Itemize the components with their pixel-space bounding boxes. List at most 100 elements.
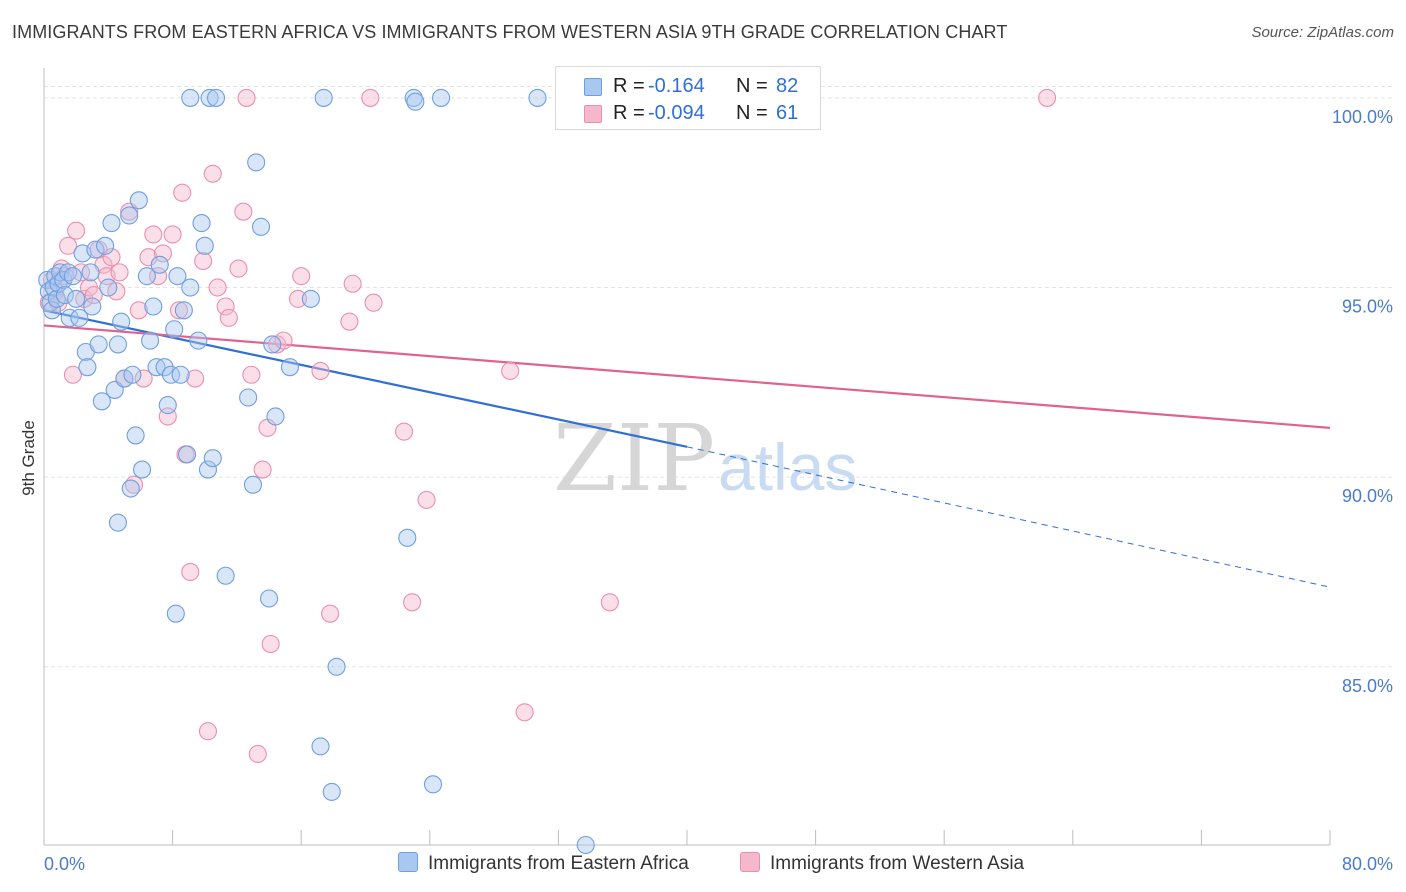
point-eastern-africa	[86, 240, 105, 259]
point-eastern-africa	[200, 88, 219, 107]
source-label: Source: ZipAtlas.com	[1251, 24, 1394, 41]
point-eastern-africa	[89, 335, 108, 354]
bottom-legend-label: Immigrants from Eastern Africa	[428, 853, 689, 874]
point-eastern-africa	[216, 566, 235, 585]
point-western-asia	[515, 703, 534, 722]
point-eastern-africa	[129, 191, 148, 210]
y-axis-label: 9th Grade	[19, 420, 38, 496]
point-eastern-africa	[322, 782, 341, 801]
point-eastern-africa	[70, 308, 89, 327]
y-tick-labels: 85.0% 90.0% 95.0% 100.0%	[1332, 107, 1393, 696]
point-eastern-africa	[108, 513, 127, 532]
watermark-atlas: atlas	[718, 430, 857, 504]
point-eastern-africa	[123, 365, 142, 384]
point-western-asia	[181, 562, 200, 582]
point-western-asia	[253, 460, 272, 479]
point-eastern-africa	[189, 331, 208, 350]
point-eastern-africa	[112, 312, 131, 331]
point-western-asia	[163, 225, 182, 244]
bottom-legend-label: Immigrants from Western Asia	[770, 853, 1025, 874]
point-western-asia	[292, 267, 311, 286]
series-western-asia	[39, 88, 1057, 764]
point-eastern-africa	[203, 449, 222, 468]
point-western-asia	[364, 293, 383, 312]
legend-r-label: R =	[613, 75, 645, 97]
point-western-asia	[219, 308, 238, 327]
watermark: ZIP atlas	[553, 405, 857, 512]
y-tick-label: 90.0%	[1342, 486, 1393, 506]
point-western-asia	[234, 202, 253, 221]
point-eastern-africa	[121, 479, 140, 498]
legend-swatch-pink	[584, 105, 602, 123]
point-eastern-africa	[206, 88, 226, 107]
point-eastern-africa	[311, 737, 330, 756]
legend-row-eastern-africa: R = -0.164 N = 82	[556, 73, 820, 101]
point-western-asia	[343, 274, 362, 293]
point-western-asia	[403, 593, 422, 612]
point-western-asia	[194, 251, 213, 271]
legend-n-label: N =	[736, 102, 768, 124]
trend-lines	[43, 309, 1331, 588]
point-western-asia	[169, 301, 189, 320]
point-western-asia	[261, 634, 280, 654]
point-eastern-africa	[158, 396, 177, 415]
point-western-asia	[274, 331, 293, 350]
point-western-asia	[144, 225, 163, 244]
point-eastern-africa	[181, 278, 200, 297]
point-western-asia	[59, 236, 78, 255]
point-eastern-africa	[155, 358, 174, 377]
legend-r-label: R =	[613, 102, 645, 124]
point-eastern-africa	[239, 388, 258, 407]
point-western-asia	[63, 365, 82, 384]
point-eastern-africa	[120, 206, 139, 225]
point-western-asia	[186, 369, 205, 388]
point-eastern-africa	[198, 460, 218, 479]
legend-n-value: 61	[776, 102, 799, 124]
point-eastern-africa	[83, 297, 102, 316]
point-western-asia	[311, 361, 330, 381]
point-eastern-africa	[92, 392, 111, 411]
y-tick-label: 100.0%	[1332, 107, 1393, 127]
point-eastern-africa	[266, 407, 285, 426]
point-western-asia	[84, 286, 103, 305]
point-eastern-africa	[174, 301, 193, 320]
point-eastern-africa	[144, 297, 163, 316]
point-eastern-africa	[263, 335, 282, 354]
watermark-zip: ZIP	[553, 405, 715, 512]
point-eastern-africa	[195, 236, 214, 255]
point-western-asia	[102, 248, 121, 267]
x-tick-label-max: 80.0%	[1342, 854, 1393, 874]
x-tick-label-min: 0.0%	[44, 854, 85, 874]
point-eastern-africa	[259, 589, 279, 608]
point-western-asia	[248, 744, 267, 764]
point-western-asia	[321, 604, 340, 623]
bottom-legend-swatch-pink	[740, 852, 760, 872]
point-eastern-africa	[102, 214, 121, 233]
point-eastern-africa	[42, 301, 62, 320]
point-eastern-africa	[161, 365, 181, 384]
point-eastern-africa	[301, 289, 320, 308]
point-eastern-africa	[60, 308, 79, 327]
point-eastern-africa	[150, 255, 169, 274]
series-eastern-africa	[38, 88, 595, 855]
point-western-asia	[417, 490, 436, 509]
point-eastern-africa	[181, 88, 200, 107]
point-eastern-africa	[168, 267, 187, 286]
point-eastern-africa	[63, 267, 82, 286]
point-eastern-africa	[96, 236, 115, 255]
point-western-asia	[134, 369, 153, 388]
point-western-asia	[153, 244, 173, 263]
point-eastern-africa	[141, 331, 160, 350]
point-western-asia	[173, 183, 192, 202]
point-eastern-africa	[327, 657, 346, 676]
y-tick-label: 85.0%	[1342, 676, 1393, 696]
point-western-asia	[395, 422, 414, 441]
point-eastern-africa	[406, 92, 425, 111]
point-eastern-africa	[251, 217, 271, 236]
point-eastern-africa	[108, 335, 127, 354]
point-eastern-africa	[81, 263, 100, 282]
point-western-asia	[242, 365, 261, 384]
trend-line-western-asia	[43, 324, 1331, 429]
point-eastern-africa	[137, 267, 156, 286]
